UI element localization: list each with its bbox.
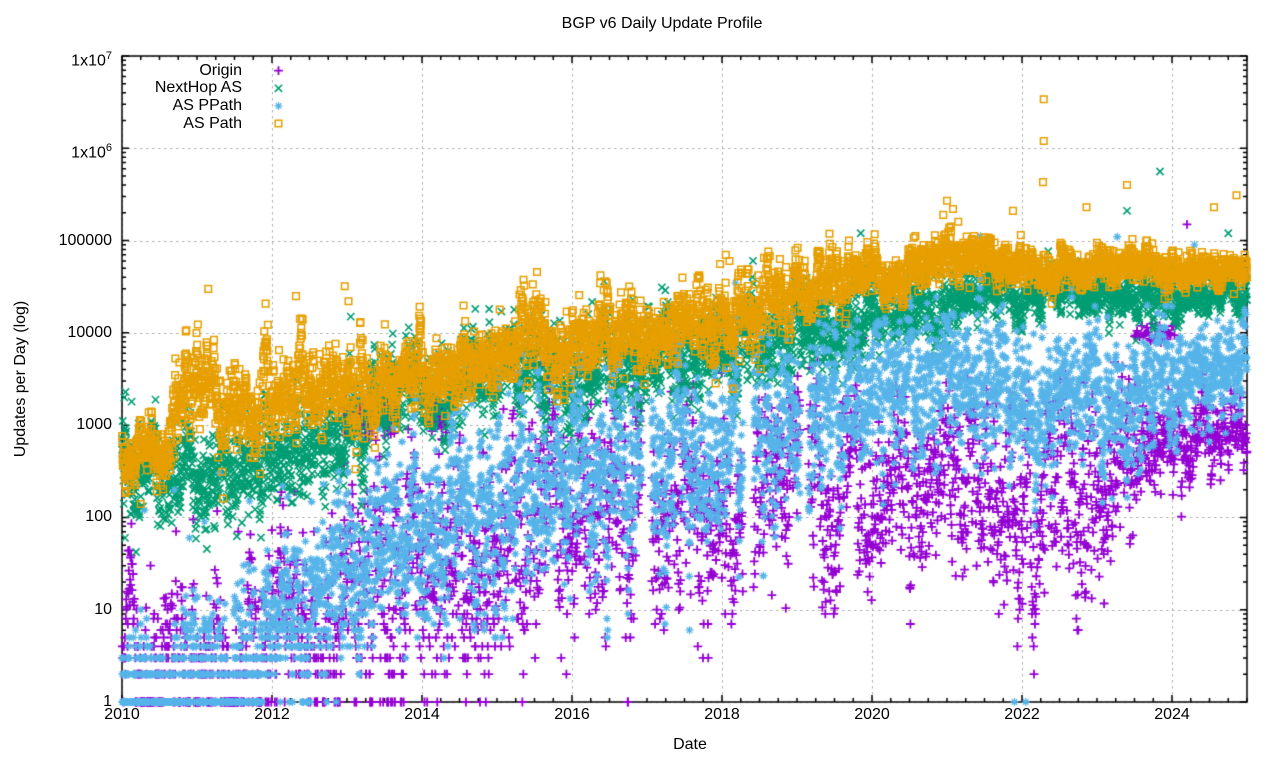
x-tick-label-2010: 2010 bbox=[104, 706, 140, 723]
legend-item-origin: Origin bbox=[199, 61, 242, 79]
x-tick-label-2018: 2018 bbox=[704, 706, 740, 723]
legend-item-nexthop-as: NextHop AS bbox=[154, 79, 242, 97]
x-tick-label-2012: 2012 bbox=[254, 706, 290, 723]
x-tick-label-2014: 2014 bbox=[404, 706, 440, 723]
legend-item-as-path: AS Path bbox=[183, 114, 242, 132]
x-tick-label-2020: 2020 bbox=[854, 706, 890, 723]
y-tick-label-1000: 1000 bbox=[76, 416, 112, 434]
x-tick-label-2016: 2016 bbox=[554, 706, 590, 723]
y-tick-label-1x106: 1x106 bbox=[71, 142, 112, 162]
y-tick-label-10000: 10000 bbox=[67, 323, 113, 341]
chart-title: BGP v6 Daily Update Profile bbox=[561, 15, 763, 32]
x-tick-label-2024: 2024 bbox=[1154, 706, 1190, 723]
y-tick-label-1: 1 bbox=[103, 693, 112, 710]
y-tick-label-1x107: 1x107 bbox=[71, 50, 112, 70]
legend-item-as-ppath: AS PPath bbox=[172, 96, 242, 114]
y-tick-label-100: 100 bbox=[85, 508, 112, 526]
x-tick-label-2022: 2022 bbox=[1004, 706, 1040, 723]
y-tick-label-100000: 100000 bbox=[58, 231, 112, 249]
x-axis-label: Date bbox=[673, 736, 707, 753]
y-tick-label-10: 10 bbox=[94, 600, 112, 618]
